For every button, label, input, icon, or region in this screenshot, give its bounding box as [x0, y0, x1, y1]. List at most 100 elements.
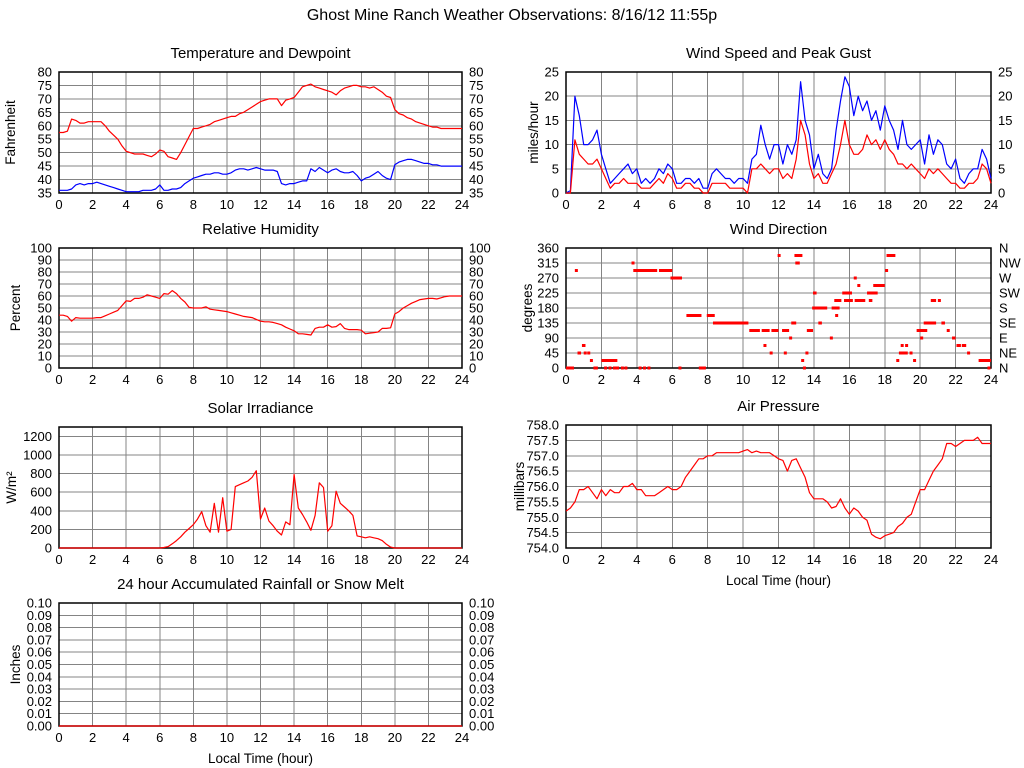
series-direction-mark — [791, 321, 797, 325]
chart-title: Wind Direction — [729, 221, 828, 238]
series-direction-mark — [658, 269, 673, 272]
x-tick-label: 24 — [984, 372, 998, 387]
x-tick-label: 0 — [55, 372, 62, 387]
y-tick-label-right: 80 — [469, 265, 483, 280]
series-humidity — [59, 289, 462, 336]
y-tick-label-right: 0.06 — [469, 645, 494, 660]
series-pressure — [565, 436, 991, 540]
y-tick-label-right: 10 — [998, 137, 1012, 152]
y-tick-label-right: 0.00 — [469, 719, 494, 734]
series-direction-mark — [789, 336, 793, 340]
x-tick-label: 10 — [736, 197, 750, 212]
x-tick-label: 12 — [253, 372, 267, 387]
x-tick-label: 0 — [562, 372, 569, 387]
x-tick-label: 16 — [842, 372, 856, 387]
x-tick-label: 24 — [455, 197, 469, 212]
x-tick-label: 22 — [421, 197, 435, 212]
y-tick-label-right: 0 — [998, 186, 1005, 201]
series-direction-mark — [930, 299, 937, 302]
y-tick-label: 80 — [38, 265, 52, 280]
x-tick-label: 20 — [388, 372, 402, 387]
y-tick-label: 200 — [30, 522, 52, 537]
y-tick-label-right: 40 — [469, 172, 483, 187]
x-axis-label: Local Time (hour) — [208, 751, 313, 766]
series-direction-mark — [574, 269, 578, 272]
y-tick-label: 65 — [38, 105, 52, 120]
chart-wind-direction: Wind Direction 0 45 90 135 180 225 270 315 360 N N… — [520, 221, 1021, 388]
x-tick-label: 12 — [771, 372, 785, 387]
series-direction-mark — [587, 351, 591, 355]
y-tick-label-right: 15 — [998, 113, 1012, 128]
series-direction-mark — [831, 306, 840, 310]
y-tick-label: 757.5 — [526, 433, 559, 448]
series-direction-mark — [643, 366, 647, 370]
y-tick-label-right: 75 — [469, 78, 483, 93]
series-direction-mark — [886, 254, 896, 257]
series-irradiance — [59, 470, 462, 549]
series-direction-mark — [647, 366, 651, 370]
y-tick-label: 270 — [537, 271, 559, 286]
x-tick-label: 18 — [878, 372, 892, 387]
x-tick-label: 10 — [736, 372, 750, 387]
x-tick-label: 2 — [598, 552, 605, 567]
y-tick-label: 1200 — [23, 429, 52, 444]
series-direction-mark — [813, 291, 817, 295]
y-tick-label: 55 — [38, 132, 52, 147]
series-direction-mark — [712, 321, 749, 325]
x-tick-label: 18 — [878, 552, 892, 567]
x-tick-label: 18 — [354, 372, 368, 387]
y-tick-label: 10 — [545, 137, 559, 152]
y-tick-label: 0.00 — [27, 719, 52, 734]
x-tick-label: 6 — [156, 197, 163, 212]
y-axis-label: W/m² — [4, 471, 19, 504]
x-tick-label: 10 — [736, 552, 750, 567]
y-tick-label-right: 0.01 — [469, 706, 494, 721]
series-direction-mark — [769, 351, 773, 355]
y-tick-label: 0.03 — [27, 682, 52, 697]
series-direction-mark — [818, 321, 822, 325]
x-tick-label: 0 — [55, 197, 62, 212]
series-direction-mark — [761, 329, 770, 332]
y-tick-label: 754.0 — [526, 541, 559, 556]
plot-border — [565, 424, 992, 549]
x-tick-label: 10 — [220, 197, 234, 212]
plot-border — [565, 247, 992, 369]
x-tick-label: 10 — [220, 552, 234, 567]
y-tick-label-right: 100 — [469, 241, 491, 256]
x-tick-label: 22 — [421, 372, 435, 387]
x-tick-label: 0 — [562, 197, 569, 212]
y-tick-label: 0.01 — [27, 706, 52, 721]
series-direction-mark — [920, 336, 924, 340]
y-axis-label: Fahrenheit — [3, 100, 18, 165]
compass-label: N — [999, 361, 1008, 376]
series-direction-mark — [763, 344, 767, 347]
y-tick-label: 0.06 — [27, 645, 52, 660]
x-tick-label: 4 — [123, 730, 130, 745]
series-direction-mark — [961, 344, 967, 347]
page-title: Ghost Mine Ranch Weather Observations: 8… — [306, 7, 718, 24]
series-dewpoint — [59, 158, 462, 193]
y-tick-label: 60 — [38, 118, 52, 133]
x-tick-label: 14 — [807, 197, 821, 212]
chart-air-pressure: Air Pressure 754.0 754.5 755.0 755.5 756.0 75… — [512, 398, 998, 588]
series-direction-mark — [905, 344, 909, 347]
chart-solar-irradiance: Solar Irradiance 0 200 400 600 800 1000 1200 0 2… — [4, 400, 469, 567]
x-tick-label: 4 — [123, 552, 130, 567]
series-direction-mark — [802, 366, 806, 370]
series-direction-mark — [794, 254, 803, 257]
series-direction-mark — [783, 351, 787, 355]
series-temperature — [59, 83, 462, 161]
y-tick-label: 225 — [537, 286, 559, 301]
y-tick-label: 315 — [537, 256, 559, 271]
series-direction-mark — [801, 359, 805, 362]
y-tick-label: 45 — [38, 159, 52, 174]
x-tick-label: 16 — [320, 197, 334, 212]
series-direction-mark — [946, 329, 950, 332]
x-tick-label: 2 — [598, 372, 605, 387]
series-direction-mark — [857, 284, 861, 287]
x-tick-label: 8 — [190, 552, 197, 567]
x-tick-label: 14 — [807, 552, 821, 567]
